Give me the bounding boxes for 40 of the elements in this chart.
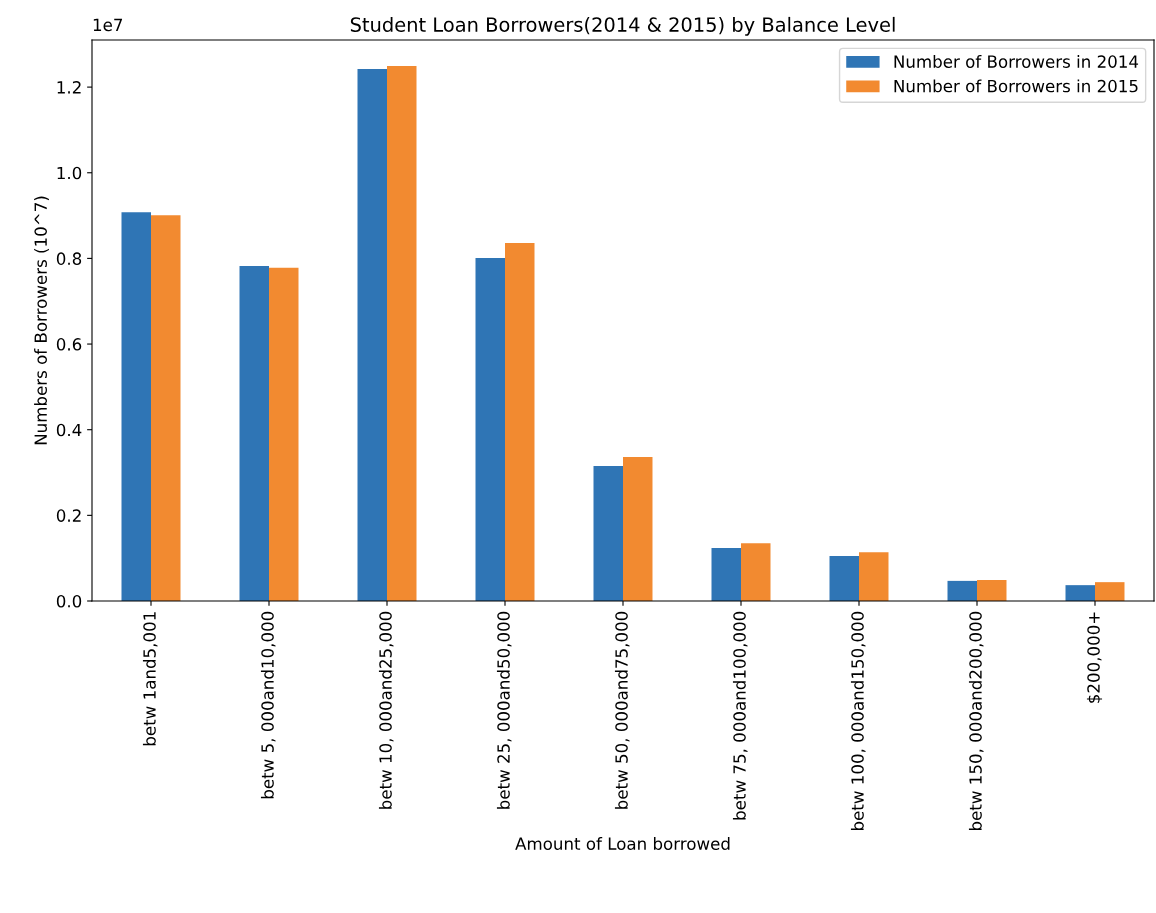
x-tick-label: betw 50, 000and75,000 — [614, 611, 630, 809]
x-tick-label: betw 100, 000and150,000 — [850, 611, 866, 830]
x-tick-label: betw 75, 000and100,000 — [732, 611, 748, 820]
bar — [829, 556, 859, 601]
bar — [1095, 582, 1125, 601]
y-tick-label: 1.0 — [57, 166, 82, 180]
x-tick-label: betw 150, 000and200,000 — [968, 611, 984, 830]
y-tick-label: 0.6 — [56, 338, 82, 351]
x-tick-label: betw 25, 000and50,000 — [496, 611, 512, 809]
x-axis-title: Amount of Loan borrowed — [515, 837, 730, 850]
x-tick-label: betw 5, 000and10,000 — [260, 611, 276, 799]
bar — [859, 552, 889, 601]
x-tick-label: betw 10, 000and25,000 — [378, 611, 394, 809]
y-tick-label: 0.2 — [56, 509, 81, 522]
y-tick-label: 1.2 — [57, 81, 81, 94]
bar — [977, 580, 1007, 601]
bar — [505, 242, 535, 601]
text: 1e7 — [93, 18, 123, 32]
bar — [357, 69, 387, 601]
bar — [269, 267, 299, 601]
bar — [475, 257, 505, 601]
bar — [711, 547, 741, 601]
y-tick-label: 0.8 — [56, 252, 82, 265]
bar — [1065, 585, 1095, 601]
x-tick-label: $200,000+ — [1086, 612, 1103, 703]
legend-label: Number of Borrowers in 2015 — [894, 79, 1138, 93]
y-axis-title: Numbers of Borrowers (10^7) — [34, 196, 49, 445]
y-tick-label: 0.4 — [56, 423, 82, 437]
x-tick-label: betw 1and5,001 — [142, 612, 158, 746]
bar — [387, 66, 417, 601]
bar — [593, 466, 623, 601]
bar — [947, 580, 977, 601]
bar — [151, 215, 181, 601]
chart-title: Student Loan Borrowers(2014 & 2015) by Balance Level — [350, 16, 895, 36]
bar — [121, 212, 151, 601]
y-tick-label: 0.0 — [56, 594, 82, 608]
bar — [239, 266, 269, 601]
bar — [741, 543, 771, 601]
bar — [623, 457, 653, 601]
legend-label: Number of Borrowers in 2014 — [894, 55, 1139, 68]
